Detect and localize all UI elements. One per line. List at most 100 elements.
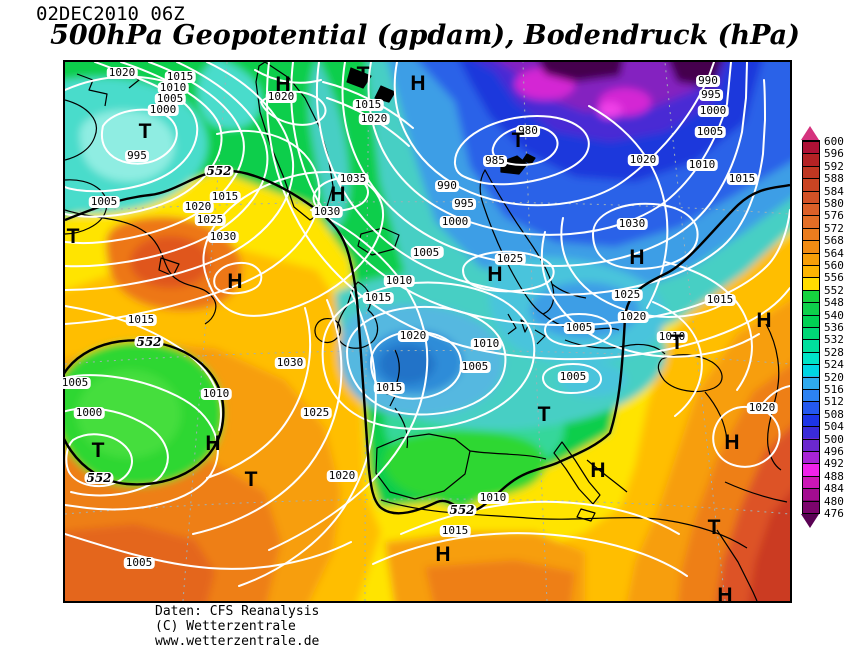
colorbar-value-label: 540 <box>824 308 844 322</box>
colorbar-value-label: 516 <box>824 383 844 396</box>
colorbar-segment <box>803 463 819 476</box>
isobar-label: 1030 <box>207 230 239 243</box>
colorbar-value-label: 596 <box>824 147 844 161</box>
high-center-marker: H <box>435 543 451 566</box>
colorbar-value-label: 560 <box>824 259 844 272</box>
colorbar-value-label: 548 <box>824 296 844 310</box>
colorbar-segment <box>803 450 819 464</box>
isobar-label: 1020 <box>627 153 659 166</box>
colorbar-segment <box>803 413 819 426</box>
colorbar-value-label: 580 <box>824 197 844 210</box>
isobar-label: 995 <box>452 197 476 210</box>
colorbar-arrow-bottom <box>801 514 819 528</box>
thickness-552-label: 552 <box>84 471 114 485</box>
colorbar-tick <box>802 364 819 366</box>
isobar-label: 990 <box>435 179 459 192</box>
isobar-label: 1005 <box>459 360 491 373</box>
isobar-label: 1015 <box>373 381 405 394</box>
map-title: 500hPa Geopotential (gpdam), Bodendruck … <box>50 20 800 51</box>
colorbar-tick <box>802 513 819 514</box>
colorbar-value-label: 520 <box>824 370 844 384</box>
isobar-label: 1030 <box>274 356 306 369</box>
isobar-label: 1020 <box>617 310 649 323</box>
colorbar-segment <box>803 425 819 439</box>
low-center-marker: T <box>66 225 80 248</box>
colorbar-value-label: 496 <box>824 445 844 458</box>
isobar-label: 1030 <box>616 217 648 230</box>
colorbar-tick <box>802 488 819 490</box>
colorbar-tick <box>802 252 819 254</box>
weather-map-svg <box>65 62 790 601</box>
isobar-label: 1020 <box>326 469 358 482</box>
colorbar-tick <box>802 141 819 142</box>
isobar-label: 1015 <box>125 313 157 326</box>
colorbar-tick <box>802 227 819 229</box>
colorbar-value-label: 564 <box>824 246 844 260</box>
colorbar-tick <box>802 451 819 452</box>
geopotential-colorbar: 600 596 592 588 584 580 576 572 568 564 560 556 552 5… <box>801 126 850 536</box>
colorbar-segment <box>803 388 819 402</box>
colorbar-tick <box>802 178 819 180</box>
isobar-label: 1010 <box>470 337 502 350</box>
colorbar-tick <box>802 203 819 204</box>
high-center-marker: H <box>205 432 221 455</box>
datetime-stamp: 02DEC2010 06Z <box>36 3 185 25</box>
thickness-552-label: 552 <box>447 503 477 517</box>
high-center-marker: H <box>410 72 426 95</box>
colorbar-value-label: 492 <box>824 457 844 471</box>
isobar-label: 1015 <box>209 190 241 203</box>
colorbar-segment <box>803 165 819 179</box>
high-center-marker: H <box>590 459 606 482</box>
isobar-label: 1005 <box>563 321 595 334</box>
isobar-label: 1015 <box>439 524 471 537</box>
high-center-marker: H <box>756 309 772 332</box>
colorbar-value-label: 524 <box>824 358 844 372</box>
colorbar-tick <box>802 302 819 304</box>
isobar-label: 1015 <box>362 291 394 304</box>
colorbar-tick <box>802 190 819 192</box>
isobar-label: 1005 <box>154 92 186 105</box>
isobar-label: 1010 <box>200 387 232 400</box>
colorbar-value-label: 512 <box>824 395 844 409</box>
isobar-label: 1010 <box>656 330 688 343</box>
geopotential-color-field <box>65 62 790 601</box>
colorbar-value-label: 556 <box>824 271 844 285</box>
colorbar-segment <box>803 178 819 191</box>
colorbar-value-label: 488 <box>824 469 844 483</box>
colorbar-segment <box>803 202 819 216</box>
colorbar-tick <box>802 376 819 378</box>
colorbar-segment <box>803 500 819 513</box>
colorbar-segment <box>803 141 819 154</box>
isobar-label: 1025 <box>611 288 643 301</box>
low-center-marker: T <box>244 468 258 491</box>
high-center-marker: H <box>275 73 291 96</box>
isobar-label: 1020 <box>106 66 138 79</box>
colorbar-value-label: 572 <box>824 221 844 235</box>
high-center-marker: H <box>487 263 503 286</box>
footer-copyright: (C) Wetterzentrale <box>155 619 296 634</box>
isobar-label: 1015 <box>726 172 758 185</box>
low-center-marker: T <box>670 331 684 354</box>
isobar-label: 1015 <box>352 98 384 111</box>
isobar-label: 1020 <box>397 329 429 342</box>
colorbar-segment <box>803 252 819 265</box>
colorbar-tick <box>802 289 819 291</box>
isobar-label: 1010 <box>157 81 189 94</box>
colorbar-segment <box>803 376 819 389</box>
colorbar-tick <box>802 351 819 353</box>
colorbar-value-label: 552 <box>824 283 844 297</box>
isobar-label: 1025 <box>194 213 226 226</box>
colorbar-segment <box>803 302 819 315</box>
colorbar-tick <box>802 339 819 341</box>
isobar-label: 1005 <box>694 125 726 138</box>
colorbar-tick <box>802 240 819 242</box>
colorbar-value-label: 600 <box>824 135 844 148</box>
colorbar-segment <box>803 364 819 377</box>
colorbar-value-label: 532 <box>824 333 844 347</box>
isobar-label: 1020 <box>265 90 297 103</box>
isobar-label: 980 <box>516 124 540 137</box>
isobar-label: 1005 <box>410 246 442 259</box>
colorbar-tick <box>802 165 819 167</box>
colorbar-tick <box>802 438 819 440</box>
